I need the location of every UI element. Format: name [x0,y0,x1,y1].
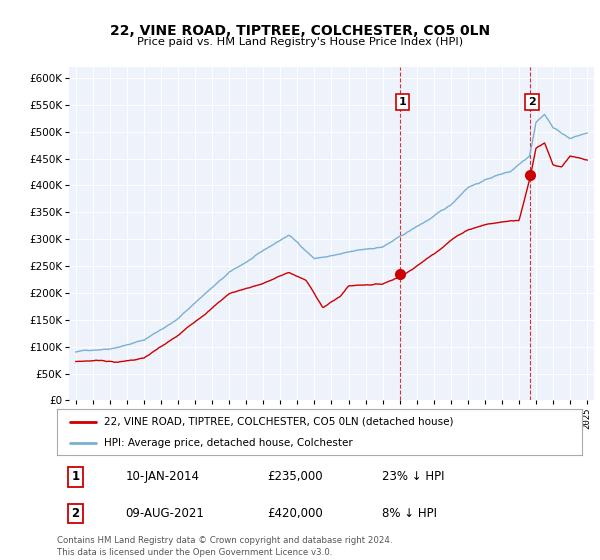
Text: £420,000: £420,000 [267,507,323,520]
Text: 2: 2 [528,97,536,107]
Text: 10-JAN-2014: 10-JAN-2014 [125,470,199,483]
Text: 22, VINE ROAD, TIPTREE, COLCHESTER, CO5 0LN (detached house): 22, VINE ROAD, TIPTREE, COLCHESTER, CO5 … [104,417,454,427]
Text: 1: 1 [399,97,407,107]
Text: 2: 2 [71,507,79,520]
Text: 09-AUG-2021: 09-AUG-2021 [125,507,204,520]
Text: Contains HM Land Registry data © Crown copyright and database right 2024.
This d: Contains HM Land Registry data © Crown c… [57,536,392,557]
Text: 8% ↓ HPI: 8% ↓ HPI [383,507,437,520]
Text: 22, VINE ROAD, TIPTREE, COLCHESTER, CO5 0LN: 22, VINE ROAD, TIPTREE, COLCHESTER, CO5 … [110,24,490,38]
Text: 23% ↓ HPI: 23% ↓ HPI [383,470,445,483]
Text: 1: 1 [71,470,79,483]
Text: £235,000: £235,000 [267,470,323,483]
Text: HPI: Average price, detached house, Colchester: HPI: Average price, detached house, Colc… [104,438,353,448]
Text: Price paid vs. HM Land Registry's House Price Index (HPI): Price paid vs. HM Land Registry's House … [137,37,463,47]
